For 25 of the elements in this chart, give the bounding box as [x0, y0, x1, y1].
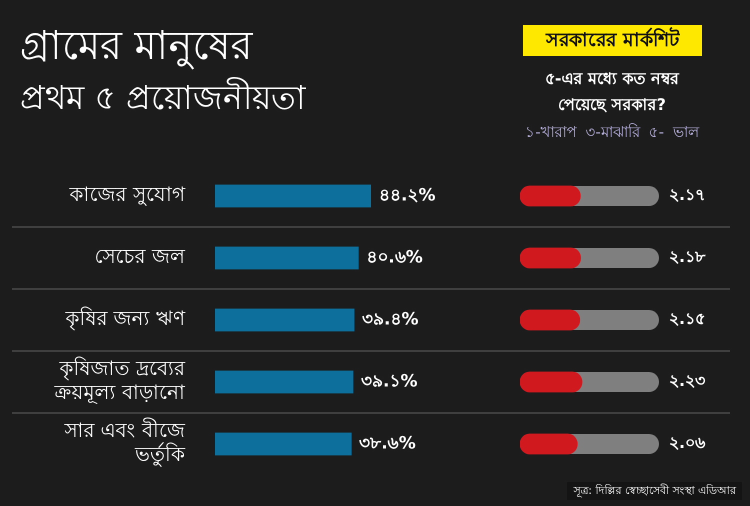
- bar: [215, 184, 371, 208]
- data-label: ৩৮.৬%: [359, 433, 416, 454]
- bar: [215, 308, 354, 332]
- y-tick-label: কৃষিজাত দ্রব্যের ক্রয়মূল্য বাড়ানো: [54, 356, 186, 404]
- y-tick-label: কৃষির জন্য ঋণ: [64, 306, 186, 330]
- data-label: ৪৪.২%: [379, 185, 436, 206]
- y-tick-label: সার এবং বীজে ভর্তুকি: [63, 418, 186, 468]
- text: সূত্র: দিল্লির স্বেচ্ছাসেবী সংস্থা এডিআর: [567, 482, 742, 500]
- data-label: ২.১৮: [669, 247, 706, 266]
- chart-title: গ্রামের মানুষের প্রথম ৫ প্রয়োজনীয়তা: [20, 22, 306, 119]
- data-label: ৩৯.১%: [361, 371, 418, 392]
- bar: [215, 246, 359, 270]
- data-label: ৩৯.৪%: [362, 309, 419, 330]
- data-label: ২.০৬: [669, 433, 706, 452]
- bar: [215, 432, 352, 456]
- data-label: ২.২৩: [669, 371, 706, 390]
- text: ১-খারাপ ৩-মাঝারি ৫- ভাল: [524, 122, 700, 143]
- data-label: ৪০.৬%: [366, 247, 423, 268]
- chart-title: সরকারের মার্কশিট: [523, 25, 702, 56]
- data-label: ২.১৫: [669, 309, 706, 328]
- bar: [215, 370, 354, 394]
- data-label: ২.১৭: [669, 185, 706, 204]
- y-tick-label: সেচের জল: [94, 244, 186, 268]
- y-tick-label: কাজের সুযোগ: [68, 182, 186, 206]
- chart-subtitle: ৫-এর মধ্যে কত নম্বর পেয়েছে সরকার?: [544, 68, 680, 116]
